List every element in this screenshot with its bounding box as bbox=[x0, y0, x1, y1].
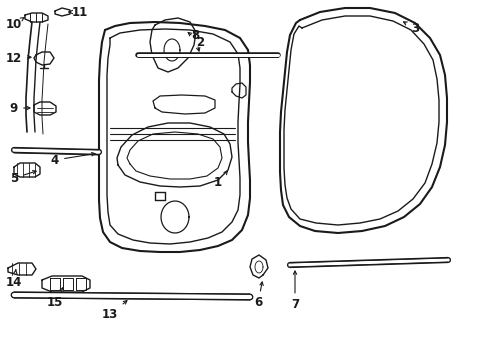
Text: 4: 4 bbox=[51, 153, 95, 166]
Text: 12: 12 bbox=[6, 51, 31, 64]
Text: 1: 1 bbox=[214, 171, 227, 189]
Text: 14: 14 bbox=[6, 270, 22, 288]
Text: 9: 9 bbox=[10, 102, 30, 114]
Text: 11: 11 bbox=[69, 5, 88, 18]
Text: 7: 7 bbox=[290, 271, 299, 311]
Text: 6: 6 bbox=[253, 282, 263, 310]
Text: 15: 15 bbox=[47, 288, 63, 310]
Text: 13: 13 bbox=[102, 301, 127, 321]
Text: 10: 10 bbox=[6, 17, 25, 31]
Text: 3: 3 bbox=[403, 22, 418, 35]
Text: 5: 5 bbox=[10, 171, 36, 185]
Text: 8: 8 bbox=[190, 28, 200, 51]
Text: 2: 2 bbox=[188, 32, 203, 49]
